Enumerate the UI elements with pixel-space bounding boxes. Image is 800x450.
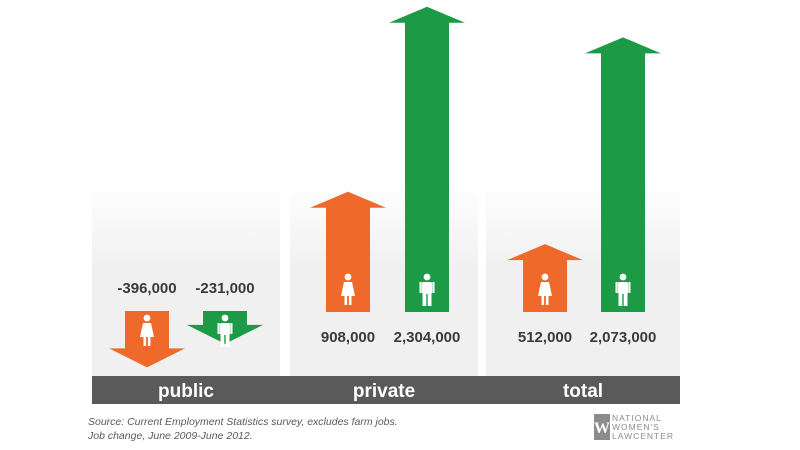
private-arrow-men [389, 6, 465, 312]
category-label: public [158, 381, 214, 402]
female-figure-icon [538, 273, 552, 305]
svg-text:W: W [594, 420, 610, 437]
male-figure-icon [419, 273, 435, 306]
logo-line-2: WOMEN'S [612, 422, 660, 432]
panel-private [290, 182, 478, 376]
female-figure-icon [140, 314, 154, 346]
value-label: 2,073,000 [590, 329, 657, 346]
value-label: 512,000 [518, 329, 572, 346]
panel-total [486, 182, 680, 376]
period-note: Job change, June 2009-June 2012. [88, 430, 253, 442]
category-band [92, 376, 680, 404]
value-label: 2,304,000 [394, 329, 461, 346]
logo-line-3: LAWCENTER [612, 431, 675, 441]
value-label: -396,000 [117, 280, 176, 297]
value-label: 908,000 [321, 329, 375, 346]
panel-public [92, 182, 280, 376]
female-figure-icon [341, 273, 355, 305]
logo-mark-icon: W [594, 414, 610, 440]
logo-line-1: NATIONAL [612, 413, 662, 423]
private-arrow-women [310, 191, 386, 312]
category-label: private [353, 381, 415, 402]
category-label: total [563, 381, 603, 402]
male-figure-icon [615, 273, 631, 306]
nwlc-logo: W NATIONAL WOMEN'S LAWCENTER [594, 412, 690, 444]
total-arrow-men [585, 37, 661, 312]
male-figure-icon [217, 314, 233, 347]
value-label: -231,000 [195, 280, 254, 297]
source-note: Source: Current Employment Statistics su… [88, 416, 398, 428]
public-arrow-women [109, 311, 185, 368]
